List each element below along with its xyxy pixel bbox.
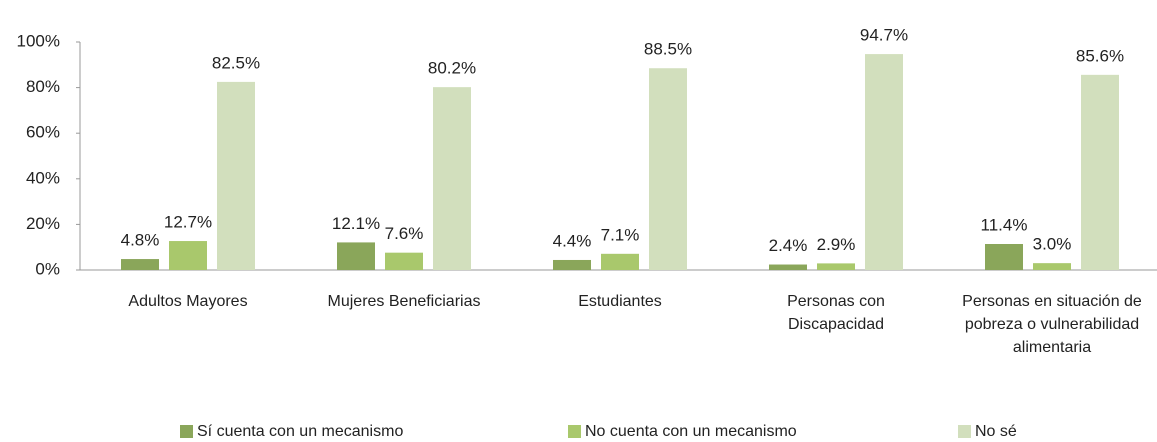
y-tick-label: 100%: [17, 31, 60, 50]
legend-swatch: [958, 425, 971, 438]
bar: [385, 252, 423, 270]
y-tick-label: 0%: [35, 259, 60, 278]
data-label: 11.4%: [981, 215, 1028, 234]
legend-label: No sé: [975, 423, 1017, 440]
legend-label: No cuenta con un mecanismo: [585, 423, 797, 440]
bar: [217, 81, 255, 271]
data-label: 2.4%: [769, 236, 808, 255]
x-tick-label: Personas con Discapacidad: [787, 293, 885, 333]
bar: [865, 54, 903, 270]
bar: [169, 241, 207, 270]
data-label: 94.7%: [860, 26, 908, 45]
x-tick-label: Personas en situación de pobreza o vulne…: [962, 293, 1142, 356]
data-label: 85.6%: [1076, 46, 1124, 65]
y-tick-label: 60%: [26, 123, 60, 142]
data-label: 80.2%: [428, 59, 476, 78]
legend-label: Sí cuenta con un mecanismo: [197, 423, 403, 440]
x-tick-label: Estudiantes: [578, 293, 662, 310]
data-label: 82.5%: [212, 53, 260, 72]
y-tick-label: 80%: [26, 77, 60, 96]
data-label: 12.7%: [164, 213, 212, 232]
data-label: 7.6%: [385, 224, 424, 243]
data-label: 4.8%: [121, 231, 160, 250]
x-tick-label: Adultos Mayores: [128, 293, 248, 310]
bar: [817, 263, 855, 270]
bar: [1033, 263, 1071, 270]
data-label: 3.0%: [1033, 235, 1072, 254]
y-tick-label: 40%: [26, 168, 60, 187]
bar: [601, 253, 639, 270]
x-tick-label: Mujeres Beneficiarias: [327, 293, 481, 310]
data-label: 88.5%: [644, 40, 692, 59]
bar: [337, 242, 375, 270]
legend-swatch: [568, 425, 581, 438]
data-label: 7.1%: [601, 225, 640, 244]
bar: [1081, 74, 1119, 270]
bar: [433, 87, 471, 270]
bar: [985, 244, 1023, 270]
bar: [121, 259, 159, 270]
data-label: 12.1%: [332, 214, 380, 233]
bar: [769, 264, 807, 270]
data-label: 2.9%: [817, 235, 856, 254]
bar: [649, 68, 687, 270]
y-tick-label: 20%: [26, 214, 60, 233]
bar: [553, 259, 591, 270]
legend-swatch: [180, 425, 193, 438]
data-label: 4.4%: [553, 231, 592, 250]
